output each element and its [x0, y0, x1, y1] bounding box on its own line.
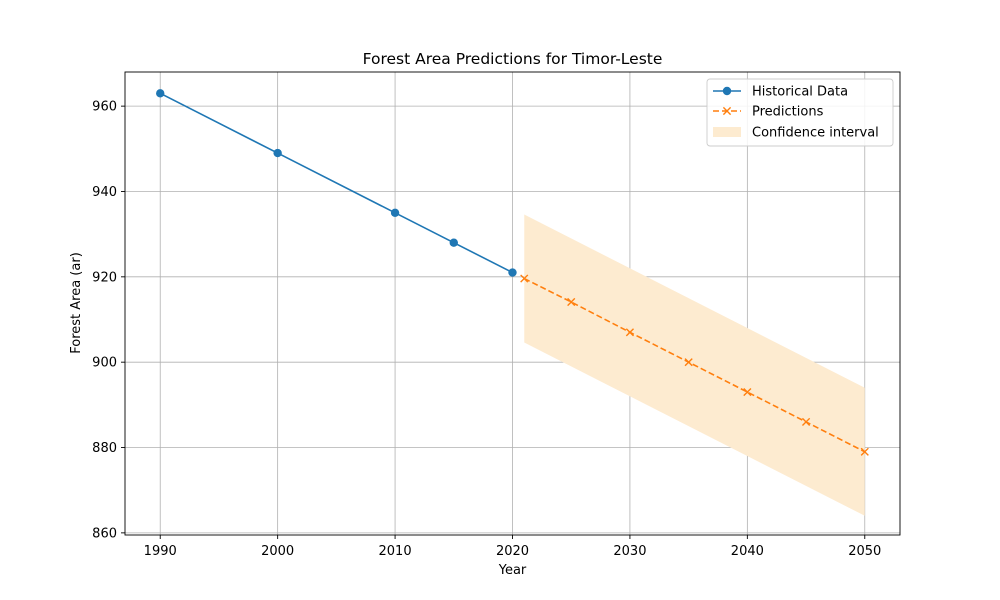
x-tick-label: 2030	[613, 544, 646, 559]
y-tick-label: 860	[92, 526, 117, 541]
x-tick-label: 2020	[496, 544, 529, 559]
prediction-point	[801, 417, 811, 427]
y-tick-label: 940	[92, 185, 117, 200]
legend-box	[706, 78, 894, 147]
x-tick-label: 1990	[144, 544, 177, 559]
x-tick-label: 2050	[848, 544, 881, 559]
historical-data-point	[508, 268, 517, 277]
y-tick-label: 880	[92, 441, 117, 456]
prediction-point-stroke	[625, 328, 635, 337]
historical-data-point	[273, 148, 282, 158]
prediction-point-stroke	[801, 417, 811, 427]
chart-title: Forest Area Predictions for Timor-Leste	[363, 50, 663, 68]
x-tick-label: 2040	[731, 544, 764, 559]
historical-data-point	[156, 89, 165, 98]
prediction-point	[860, 447, 869, 456]
y-tick-label: 960	[92, 100, 117, 115]
legend-confidence-swatch	[713, 127, 741, 137]
prediction-point	[520, 274, 529, 283]
historical-data-point	[390, 208, 400, 218]
prediction-point	[684, 358, 693, 367]
plot-area: 1990 2000 2010 2020 2030 2040 2050 860 880 900 920…	[92, 71, 901, 559]
historical-data-point	[449, 238, 458, 247]
x-tick-label: 2010	[379, 544, 412, 559]
legend-predictions-label: Predictions	[752, 105, 824, 120]
prediction-point-stroke	[567, 297, 576, 307]
y-tick-label: 920	[92, 270, 117, 285]
prediction-point	[625, 328, 635, 337]
x-tick-label: 2000	[261, 544, 294, 559]
x-axis-label: Year	[498, 563, 527, 578]
legend-confidence-label: Confidence interval	[752, 126, 879, 141]
prediction-point	[567, 297, 576, 307]
legend: Historical Data Predictions Confidence int…	[706, 78, 894, 147]
prediction-point	[743, 387, 752, 397]
y-axis-label: Forest Area (ar)	[69, 252, 84, 354]
legend-predictions-marker	[722, 106, 732, 116]
prediction-point-stroke	[684, 358, 693, 367]
prediction-point-stroke	[520, 274, 529, 283]
legend-historical-label: Historical Data	[752, 85, 848, 100]
prediction-point-stroke	[860, 447, 869, 456]
legend-historical-marker	[722, 86, 732, 96]
y-tick-label: 900	[92, 356, 117, 371]
prediction-point-stroke	[743, 387, 752, 397]
